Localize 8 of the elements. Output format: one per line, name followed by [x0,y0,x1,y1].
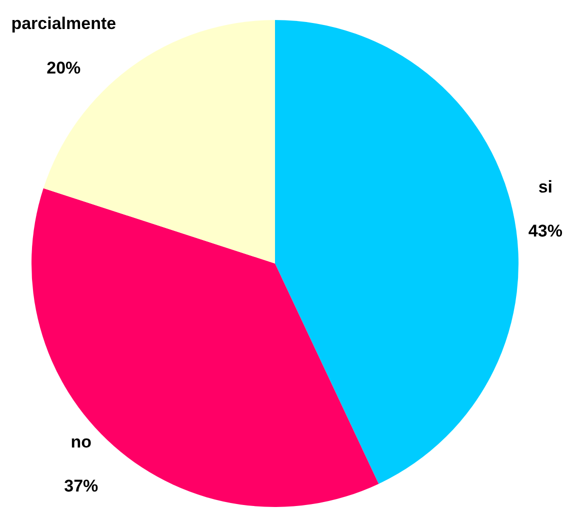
data-label: 43% [528,221,562,240]
data-label: 20% [46,58,81,78]
pie-slice [32,188,379,507]
slice-label: parcialmente [11,14,116,34]
pie-slice [275,20,518,484]
slice-label: no [70,432,92,452]
slice-label: si [538,177,553,196]
data-label: 37% [64,476,98,496]
